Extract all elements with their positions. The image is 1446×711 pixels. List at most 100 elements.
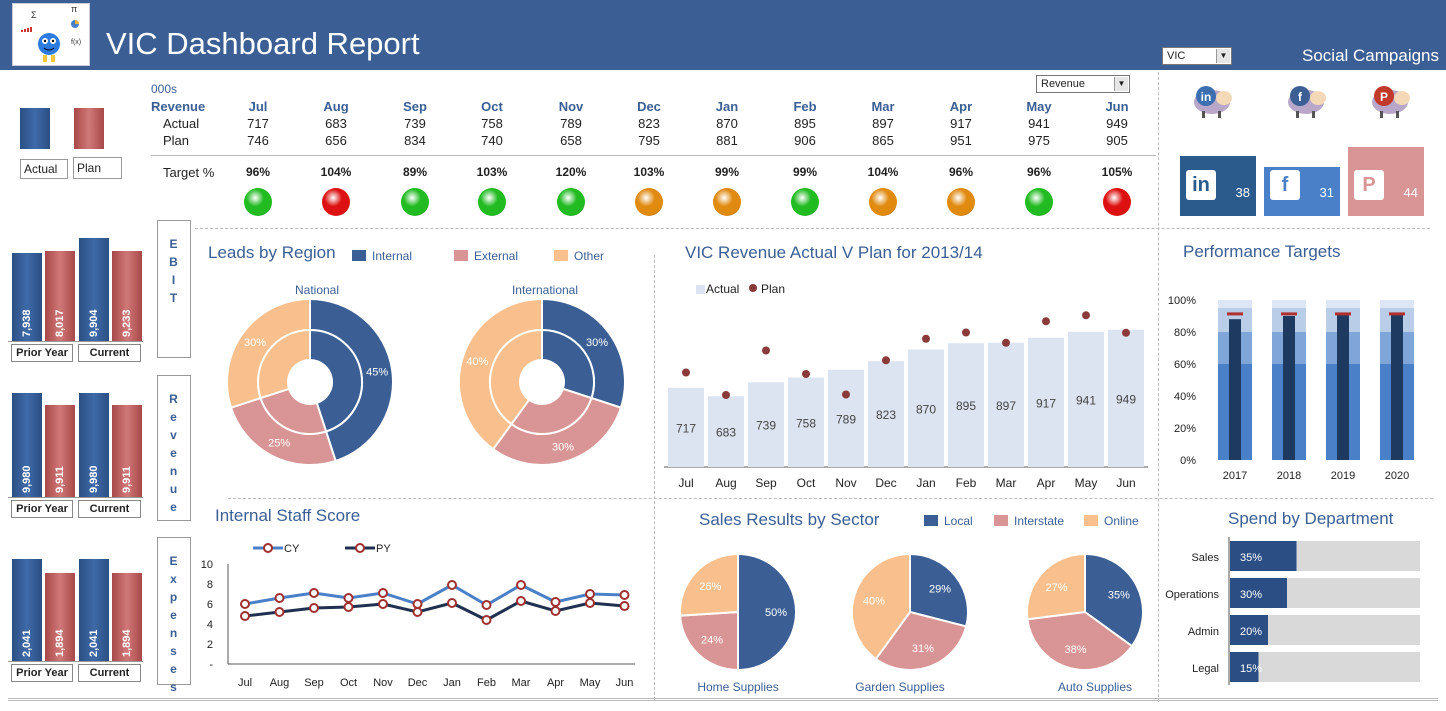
mini-chart-label-letter: e (170, 500, 178, 514)
data-point (585, 589, 595, 599)
x-tick-label: Nov (373, 677, 393, 689)
x-tick-label: Jul (678, 476, 693, 490)
metric-select[interactable]: Revenue ▼ (1036, 75, 1130, 93)
mini-chart-label-letter: s (170, 680, 178, 694)
mini-bar: 1,894 (45, 573, 75, 661)
divider (195, 228, 1430, 229)
data-point (343, 602, 354, 612)
actual-value: 739 (404, 116, 426, 131)
data-point (274, 593, 285, 603)
legend-marker (263, 543, 273, 553)
status-indicator (713, 188, 741, 216)
actual-value: 870 (716, 116, 738, 131)
range-band (1326, 300, 1360, 308)
region-select-value: VIC (1167, 50, 1186, 62)
target-value: 96% (948, 165, 974, 179)
slice-label: 35% (1108, 590, 1130, 602)
category-label: Admin (1188, 626, 1219, 638)
mini-bar: 9,980 (12, 393, 42, 497)
linkedin-icon: in (1186, 170, 1216, 200)
facebook-tile[interactable]: f 31 (1264, 167, 1340, 216)
x-tick-label: Aug (715, 476, 736, 490)
mini-bar: 9,911 (45, 405, 75, 497)
x-tick-label: Sep (304, 677, 324, 689)
svg-text:P: P (1380, 90, 1388, 104)
international-title: International (511, 283, 579, 297)
slice-label: 27% (1045, 582, 1067, 594)
actual-bar (908, 349, 944, 467)
data-point (412, 607, 423, 617)
mini-chart-label-letter: I (171, 273, 177, 287)
actual-value: 949 (1106, 116, 1128, 131)
pie-slice (541, 328, 595, 400)
prior-year-label: Prior Year (11, 664, 73, 682)
data-point (585, 598, 595, 608)
x-tick-label: Jul (238, 677, 252, 689)
pie-title: Auto Supplies (1058, 680, 1132, 694)
pinterest-tile[interactable]: P 44 (1348, 147, 1424, 216)
svg-text:f: f (1298, 90, 1303, 104)
pinterest-sheep-icon[interactable]: P (1366, 76, 1416, 121)
facebook-sheep-icon[interactable]: f (1282, 76, 1332, 121)
data-point (550, 597, 561, 607)
bar-background (1230, 652, 1420, 682)
mini-chart-label-letter: e (170, 446, 178, 460)
mini-axis (8, 497, 143, 498)
plan-legend-swatch (74, 108, 104, 149)
series-line (244, 583, 625, 607)
divider (1158, 72, 1159, 702)
plan-value: 834 (404, 133, 426, 148)
mini-chart-label-letter: e (170, 410, 178, 424)
slice-label: 40% (466, 356, 488, 368)
region-select[interactable]: VIC ▼ (1162, 47, 1232, 65)
slice-label: 31% (912, 643, 934, 655)
linkedin-tile[interactable]: in 38 (1180, 156, 1256, 216)
x-tick-label: 2018 (1277, 470, 1301, 482)
svg-text:Σ: Σ (31, 10, 37, 20)
pie-slice (737, 552, 797, 672)
mini-chart-label-letter: R (169, 392, 179, 406)
target-value: 104% (320, 165, 352, 179)
pie-slice (309, 328, 363, 433)
month-header: Mar (871, 99, 895, 114)
slice-label: 26% (699, 581, 721, 593)
legend-label: Other (574, 249, 605, 263)
actual-legend-swatch (20, 108, 50, 149)
data-point (619, 590, 630, 600)
pie-slice (851, 552, 911, 661)
range-band (1380, 300, 1414, 308)
mini-bar-value: 8,017 (54, 309, 66, 337)
plan-legend-label: Plan (73, 157, 122, 179)
x-tick-label: Mar (996, 476, 1017, 490)
metric-label: Revenue (151, 99, 206, 114)
data-point (240, 611, 250, 621)
slice-label: 45% (366, 366, 388, 378)
actual-value: 897 (872, 116, 894, 131)
actual-legend-label: Actual (20, 159, 68, 179)
mini-bar: 9,911 (112, 405, 142, 497)
bar-label: 683 (716, 426, 736, 440)
linkedin-sheep-icon[interactable]: in (1188, 76, 1238, 121)
plan-value: 881 (716, 133, 738, 148)
y-tick-label: 0% (1180, 455, 1196, 467)
data-point (447, 598, 457, 608)
actual-row-label: Actual (163, 116, 200, 131)
footer-line (8, 698, 1438, 701)
x-tick-label: May (1075, 476, 1098, 490)
status-indicator (478, 188, 506, 216)
y-tick-label: 4 (207, 619, 213, 631)
pie-slice (874, 610, 968, 671)
x-tick-label: Feb (956, 476, 977, 490)
target-value: 105% (1101, 165, 1133, 179)
mini-bar-value: 9,911 (54, 466, 66, 493)
y-tick-label: 10 (201, 559, 213, 571)
bar-label: 717 (676, 421, 696, 435)
month-header: Jun (1105, 99, 1129, 114)
status-indicator (869, 188, 897, 216)
month-header: Oct (481, 99, 503, 114)
chevron-down-icon: ▼ (1114, 77, 1128, 91)
slice-label: 38% (1065, 644, 1087, 656)
actual-bar (668, 387, 704, 467)
